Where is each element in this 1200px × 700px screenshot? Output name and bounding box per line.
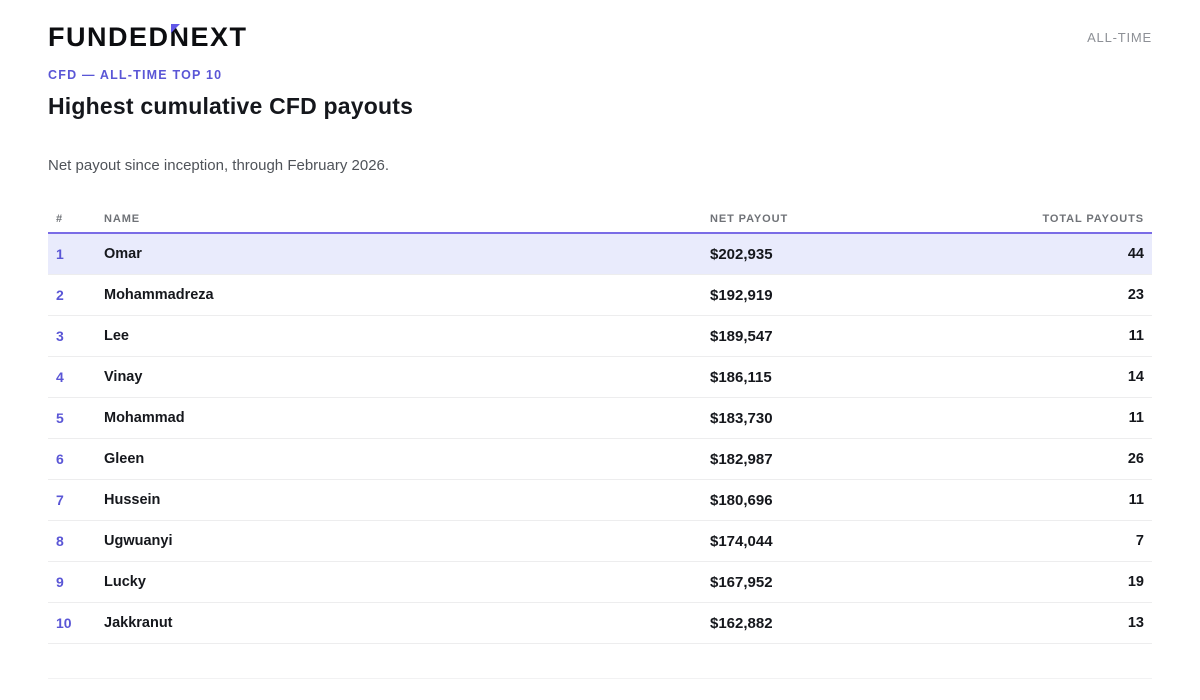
name-cell: Mohammad	[104, 410, 185, 426]
table-row: 8 Ugwuanyi $174,044 7	[48, 521, 1152, 562]
total-cell: 44	[1127, 246, 1144, 262]
rank-cell: 1	[56, 246, 64, 262]
column-header-total-payouts: TOTAL PAYOUTS	[1042, 212, 1144, 225]
payout-cell: $202,935	[710, 245, 773, 263]
name-cell: Jakkranut	[104, 615, 173, 631]
table-body: 1 Omar $202,935 44 2 Mohammadreza $192,9…	[48, 234, 1152, 644]
logo-text-part1: FUNDED	[48, 22, 170, 52]
total-cell: 26	[1127, 451, 1144, 467]
payout-cell: $180,696	[710, 491, 773, 509]
name-cell: Ugwuanyi	[104, 533, 173, 549]
table-row: 6 Gleen $182,987 26	[48, 439, 1152, 480]
table-row: 4 Vinay $186,115 14	[48, 357, 1152, 398]
footer-divider	[48, 678, 1152, 679]
column-header-rank: #	[56, 212, 64, 225]
logo-accent-n: N	[169, 22, 191, 52]
table-row: 3 Lee $189,547 11	[48, 316, 1152, 357]
page-subtitle: Net payout since inception, through Febr…	[48, 157, 390, 174]
eyebrow-label: CFD — ALL-TIME TOP 10	[48, 68, 223, 82]
total-cell: 11	[1128, 328, 1144, 344]
name-cell: Lucky	[104, 574, 146, 590]
table-row: 7 Hussein $180,696 11	[48, 480, 1152, 521]
period-label: ALL-TIME	[1087, 30, 1152, 45]
table-row: 1 Omar $202,935 44	[48, 234, 1152, 275]
payout-cell: $162,882	[710, 614, 773, 632]
rank-cell: 7	[56, 492, 64, 508]
payout-cell: $192,919	[710, 286, 773, 304]
total-cell: 13	[1127, 615, 1144, 631]
name-cell: Lee	[104, 328, 129, 344]
total-cell: 11	[1128, 410, 1144, 426]
leaderboard-table: # NAME NET PAYOUT TOTAL PAYOUTS 1 Omar $…	[48, 205, 1152, 644]
name-cell: Gleen	[104, 451, 145, 467]
payout-cell: $189,547	[710, 327, 773, 345]
column-header-net-payout: NET PAYOUT	[710, 212, 789, 225]
payout-cell: $183,730	[710, 409, 773, 427]
rank-cell: 6	[56, 451, 64, 467]
rank-cell: 10	[56, 615, 72, 631]
top-bar: FUNDED N EXT ALL-TIME	[48, 0, 1152, 53]
name-cell: Hussein	[104, 492, 161, 508]
total-cell: 11	[1128, 492, 1144, 508]
table-row: 2 Mohammadreza $192,919 23	[48, 275, 1152, 316]
total-cell: 23	[1127, 287, 1144, 303]
total-cell: 19	[1127, 574, 1144, 590]
logo-text-part2: EXT	[190, 22, 248, 52]
payout-cell: $174,044	[710, 532, 773, 550]
payout-cell: $182,987	[710, 450, 773, 468]
rank-cell: 8	[56, 533, 64, 549]
rank-cell: 4	[56, 369, 64, 385]
payout-cell: $167,952	[710, 573, 773, 591]
rank-cell: 9	[56, 574, 64, 590]
payout-cell: $186,115	[710, 368, 772, 386]
rank-cell: 2	[56, 287, 64, 303]
rank-cell: 3	[56, 328, 64, 344]
name-cell: Mohammadreza	[104, 287, 214, 303]
total-cell: 14	[1127, 369, 1144, 385]
table-row: 10 Jakkranut $162,882 13	[48, 603, 1152, 644]
rank-cell: 5	[56, 410, 64, 426]
table-row: 9 Lucky $167,952 19	[48, 562, 1152, 603]
name-cell: Omar	[104, 246, 142, 262]
column-header-name: NAME	[104, 212, 140, 225]
fundednext-logo: FUNDED N EXT	[48, 22, 248, 53]
page-title: Highest cumulative CFD payouts	[48, 93, 414, 119]
name-cell: Vinay	[104, 369, 143, 385]
table-header-row: # NAME NET PAYOUT TOTAL PAYOUTS	[48, 205, 1152, 234]
total-cell: 7	[1135, 533, 1144, 549]
table-row: 5 Mohammad $183,730 11	[48, 398, 1152, 439]
